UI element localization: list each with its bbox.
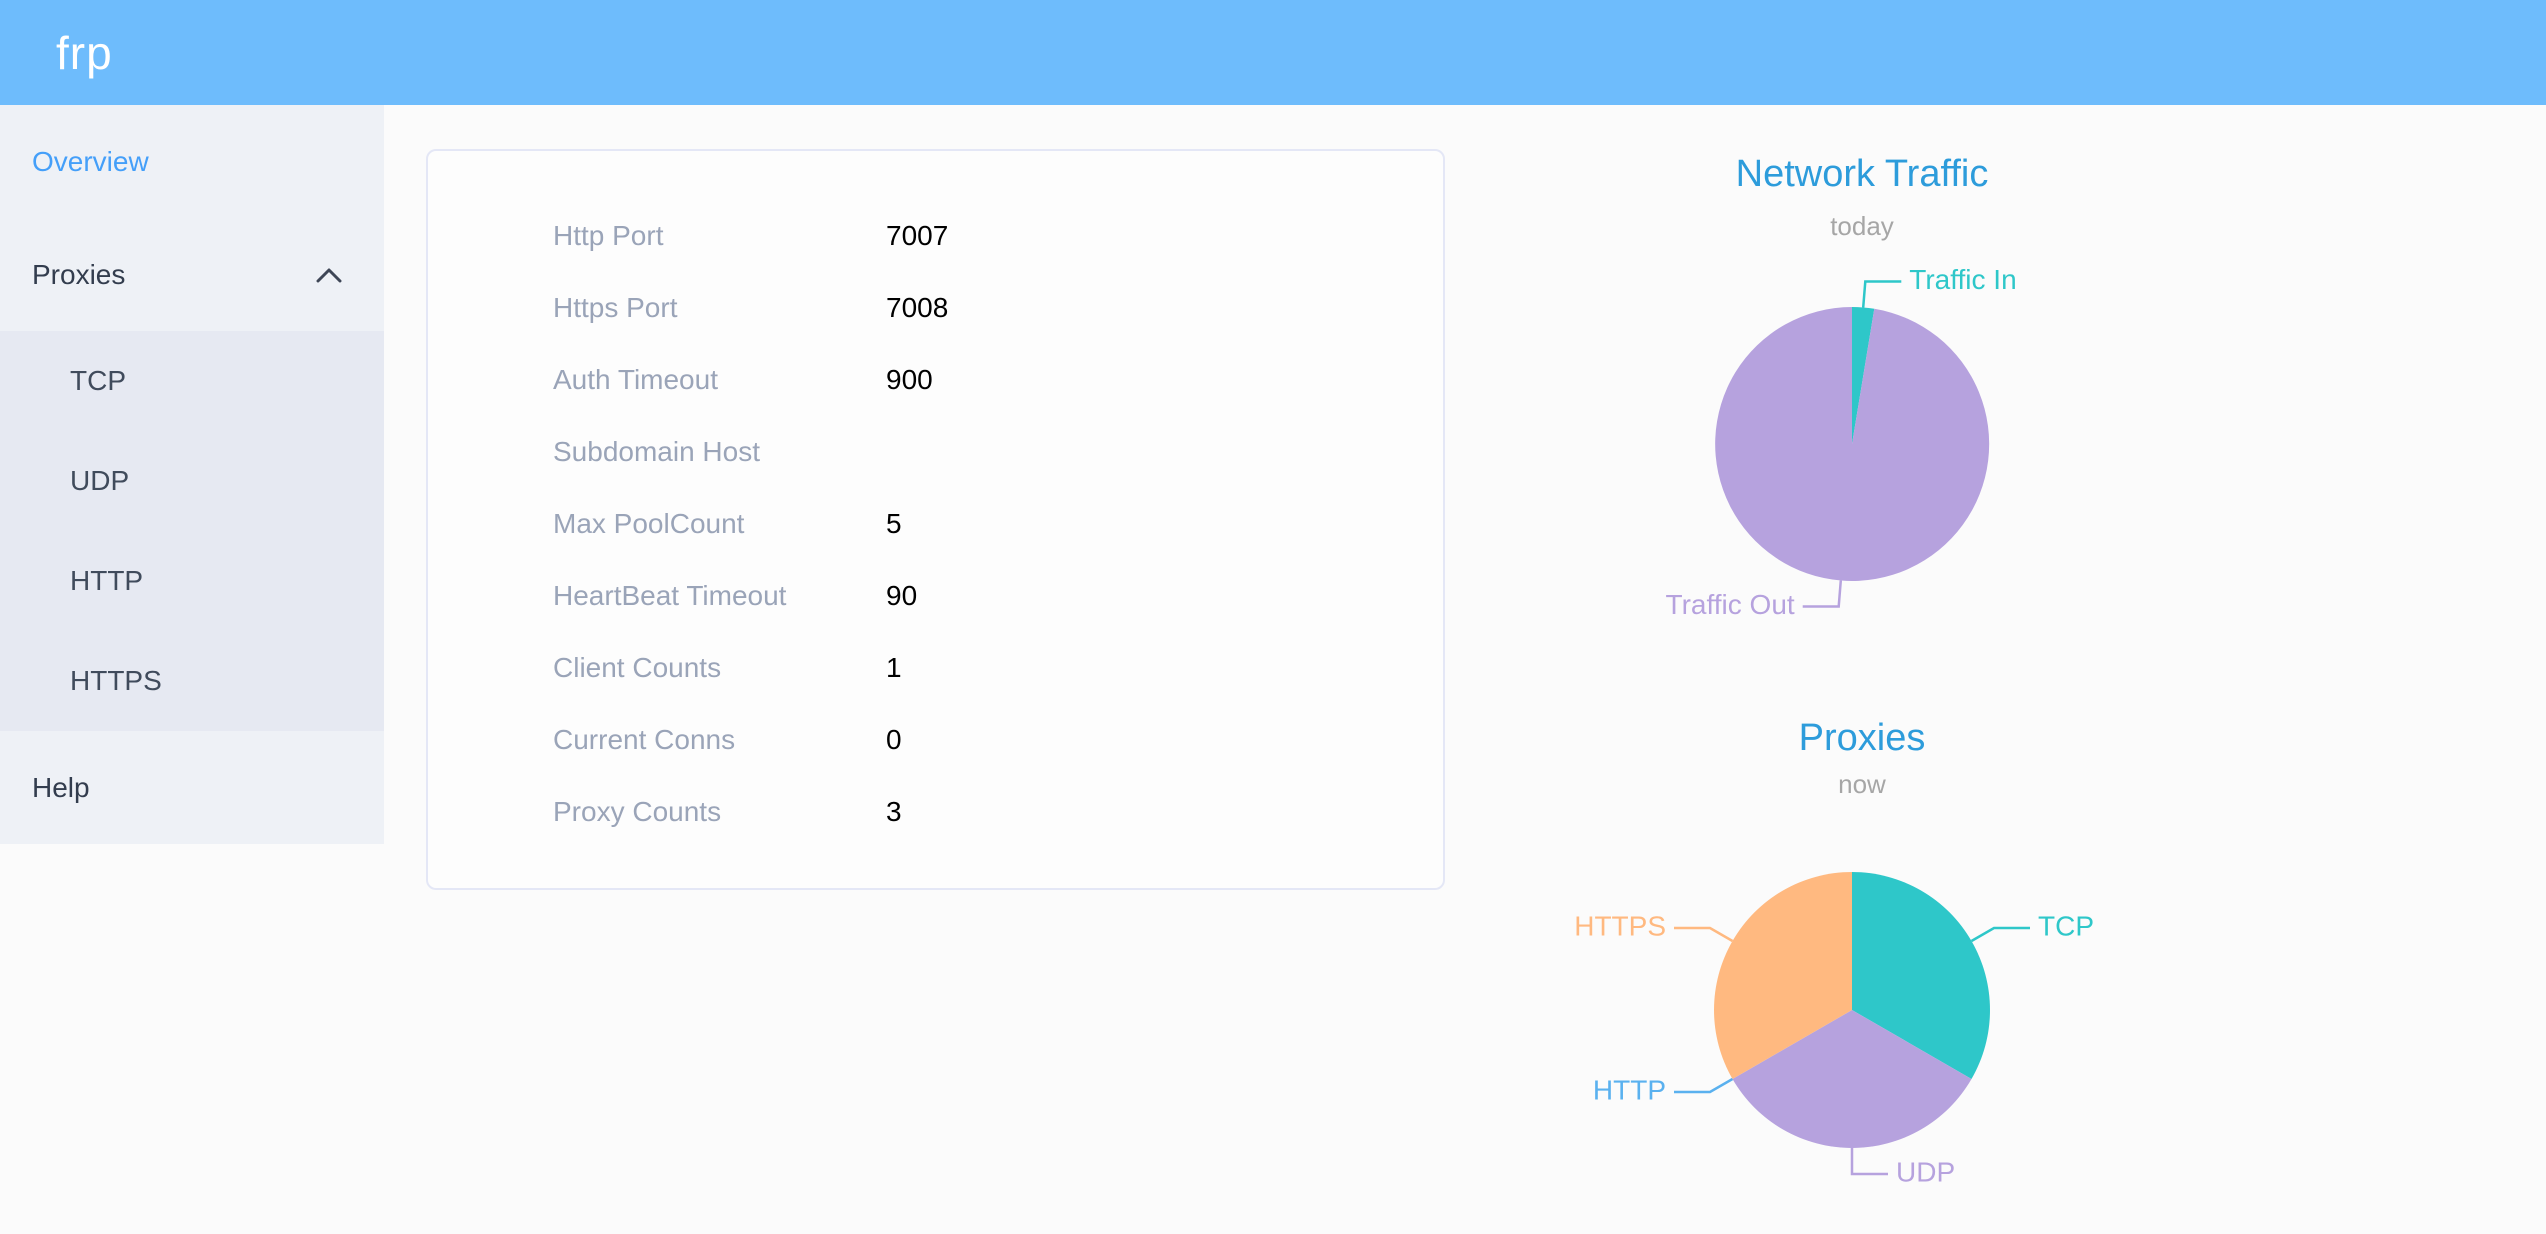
config-value: 7007 bbox=[886, 220, 949, 251]
pie-label-line-udp bbox=[1850, 1148, 1888, 1176]
network-traffic-pie-chart: Traffic In Traffic Out bbox=[1666, 264, 2017, 620]
proxies-chart-title: Proxies bbox=[1798, 717, 1926, 759]
config-row-current-conns: Current Conns 0 bbox=[428, 704, 1443, 776]
config-label: Subdomain Host bbox=[553, 436, 761, 467]
pie-label-https: HTTPS bbox=[1574, 910, 1666, 941]
config-value: 900 bbox=[886, 364, 933, 395]
sidebar-item-overview[interactable]: Overview bbox=[0, 105, 384, 218]
pie-label-line-traffic-out bbox=[1802, 580, 1843, 608]
pie-slice-traffic-in[interactable] bbox=[1852, 306, 1875, 444]
config-label: Client Counts bbox=[553, 652, 722, 683]
app-logo: frp bbox=[56, 26, 113, 79]
sidebar-item-http-label: HTTP bbox=[70, 565, 144, 596]
pie-label-traffic-in: Traffic In bbox=[1909, 264, 2016, 295]
pie-label-tcp: TCP bbox=[2038, 910, 2094, 941]
config-row-subdomain-host: Subdomain Host bbox=[428, 416, 1443, 488]
config-label: Auth Timeout bbox=[553, 364, 718, 395]
config-value: 5 bbox=[886, 508, 902, 539]
proxies-chart-subtitle: now bbox=[1838, 769, 1886, 799]
config-label: Proxy Counts bbox=[553, 796, 722, 827]
pie-label-line-https bbox=[1674, 926, 1734, 943]
config-value: 7008 bbox=[886, 292, 949, 323]
sidebar-item-https[interactable]: HTTPS bbox=[0, 631, 384, 731]
config-row-auth-timeout: Auth Timeout 900 bbox=[428, 344, 1443, 416]
chevron-up-icon bbox=[316, 268, 342, 282]
pie-slice-https[interactable] bbox=[1714, 872, 1852, 1079]
sidebar-item-https-label: HTTPS bbox=[70, 665, 162, 696]
sidebar-item-proxies-label: Proxies bbox=[32, 258, 126, 290]
network-traffic-chart-subtitle: today bbox=[1830, 211, 1894, 241]
config-row-proxy-counts: Proxy Counts 3 bbox=[428, 776, 1443, 848]
proxies-pie-chart: TCP UDP HTTP HTTPS bbox=[1574, 872, 2094, 1187]
sidebar-item-http[interactable]: HTTP bbox=[0, 531, 384, 631]
sidebar-item-overview-label: Overview bbox=[32, 145, 149, 177]
pie-label-line-tcp bbox=[1970, 926, 2030, 943]
server-info-card: Http Port 7007 Https Port 7008 Auth Timeout 9… bbox=[426, 149, 1445, 890]
sidebar-item-udp[interactable]: UDP bbox=[0, 431, 384, 531]
app-header: frp bbox=[0, 0, 2546, 105]
sidebar-item-udp-label: UDP bbox=[70, 465, 130, 496]
sidebar-item-help[interactable]: Help bbox=[0, 731, 384, 844]
main-content: Http Port 7007 Https Port 7008 Auth Timeout 9… bbox=[384, 105, 2546, 1234]
pie-label-udp: UDP bbox=[1896, 1156, 1955, 1187]
config-row-max-poolcount: Max PoolCount 5 bbox=[428, 488, 1443, 560]
sidebar-item-tcp-label: TCP bbox=[70, 365, 126, 396]
config-row-https-port: Https Port 7008 bbox=[428, 272, 1443, 344]
config-value: 1 bbox=[886, 652, 902, 683]
config-row-http-port: Http Port 7007 bbox=[428, 200, 1443, 272]
pie-label-http: HTTP bbox=[1593, 1074, 1666, 1105]
network-traffic-chart-title: Network Traffic bbox=[1735, 153, 1989, 195]
pie-slice-traffic-out[interactable] bbox=[1715, 307, 1990, 581]
sidebar-submenu-proxies: TCP UDP HTTP HTTPS bbox=[0, 331, 384, 731]
config-label: HeartBeat Timeout bbox=[553, 580, 787, 611]
config-value: 90 bbox=[886, 580, 918, 611]
config-label: Current Conns bbox=[553, 724, 736, 755]
sidebar-menu: Overview Proxies TCP UDP HTTP HT bbox=[0, 105, 384, 844]
config-row-heartbeat-timeout: HeartBeat Timeout 90 bbox=[428, 560, 1443, 632]
config-row-client-counts: Client Counts 1 bbox=[428, 632, 1443, 704]
pie-label-line-traffic-in bbox=[1861, 280, 1902, 308]
sidebar-item-tcp[interactable]: TCP bbox=[0, 331, 384, 431]
sidebar-item-proxies[interactable]: Proxies bbox=[0, 218, 384, 331]
config-label: Http Port bbox=[553, 220, 664, 251]
pie-label-line-http bbox=[1674, 1077, 1734, 1094]
config-label: Max PoolCount bbox=[553, 508, 745, 539]
sidebar: Overview Proxies TCP UDP HTTP HT bbox=[0, 105, 384, 1234]
sidebar-item-help-label: Help bbox=[32, 771, 90, 803]
config-value: 3 bbox=[886, 796, 902, 827]
config-label: Https Port bbox=[553, 292, 678, 323]
pie-label-traffic-out: Traffic Out bbox=[1666, 589, 1795, 620]
pie-slice-udp[interactable] bbox=[1732, 1010, 1972, 1148]
config-value: 0 bbox=[886, 724, 902, 755]
pie-slice-tcp[interactable] bbox=[1852, 872, 1990, 1079]
